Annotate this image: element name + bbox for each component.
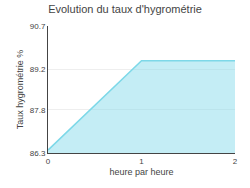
svg-text:Taux hygrométrie %: Taux hygrométrie % <box>15 50 25 130</box>
svg-text:87.8: 87.8 <box>30 106 46 115</box>
svg-text:Evolution du taux d'hygrométri: Evolution du taux d'hygrométrie <box>48 3 202 15</box>
svg-text:2: 2 <box>233 157 238 166</box>
svg-text:heure par heure: heure par heure <box>109 167 173 177</box>
svg-text:1: 1 <box>139 157 144 166</box>
svg-text:0: 0 <box>46 157 51 166</box>
svg-text:89.2: 89.2 <box>30 65 46 74</box>
svg-text:86.3: 86.3 <box>30 149 46 158</box>
svg-text:90.7: 90.7 <box>30 22 46 31</box>
